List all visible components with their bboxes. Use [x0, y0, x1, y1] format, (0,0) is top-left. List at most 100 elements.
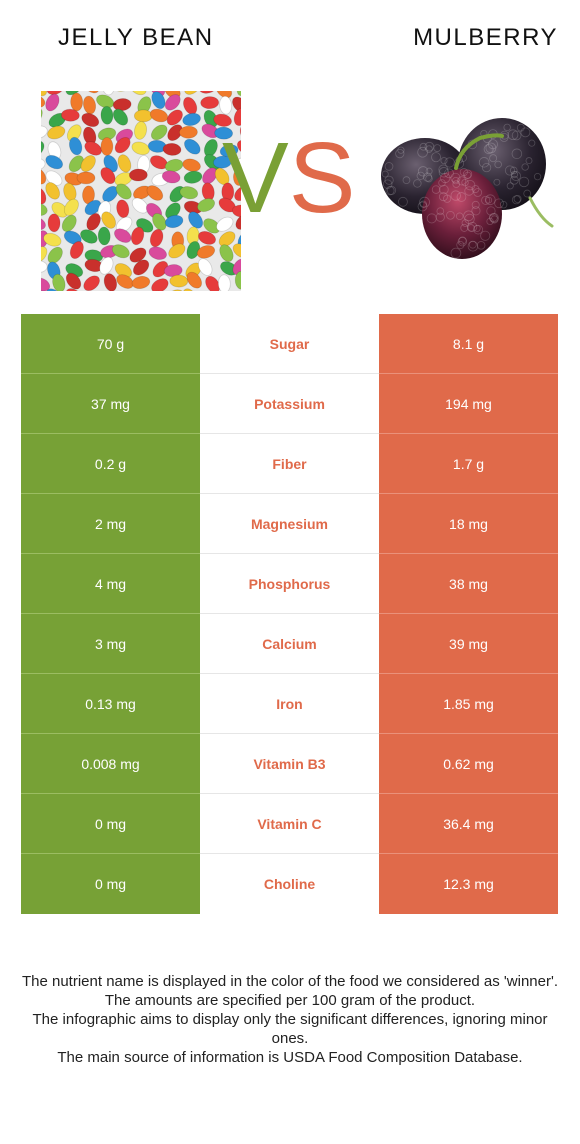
right-value: 1.7 g [379, 434, 558, 494]
mulberry-drupe [417, 146, 428, 158]
mulberry-drupe [484, 194, 496, 206]
mulberry-drupe [471, 206, 481, 216]
jelly-bean [112, 91, 131, 92]
jelly-bean [80, 229, 98, 244]
right-value: 1.85 mg [379, 674, 558, 734]
right-value: 18 mg [379, 494, 558, 554]
jelly-bean [52, 273, 66, 291]
mulberry-drupe [486, 206, 496, 216]
nutrient-name: Iron [200, 674, 379, 734]
jelly-bean [41, 202, 48, 216]
jelly-bean [45, 93, 60, 112]
mulberry-image [380, 108, 558, 268]
mulberry-drupe [417, 166, 429, 177]
mulberry-drupe [444, 168, 454, 179]
jelly-bean [216, 216, 234, 232]
jelly-bean [117, 154, 132, 173]
jelly-bean [233, 107, 241, 126]
mulberry-drupe [397, 146, 405, 154]
jelly-bean [218, 231, 236, 247]
jelly-bean [116, 274, 134, 289]
jelly-bean [200, 96, 220, 110]
jelly-bean [184, 138, 201, 155]
mulberry-drupe [426, 213, 437, 224]
jelly-bean [66, 124, 82, 142]
jelly-bean [47, 213, 61, 233]
jelly-bean [236, 91, 241, 97]
jelly-bean [235, 213, 241, 230]
jelly-bean [114, 228, 132, 243]
jelly-bean [115, 183, 132, 200]
jelly-bean [129, 247, 147, 263]
nutrient-name: Calcium [200, 614, 379, 674]
nutrient-row: 0 mg Choline 12.3 mg [21, 854, 558, 914]
jelly-bean [65, 91, 83, 96]
mulberry-drupe [511, 130, 522, 141]
jelly-bean [232, 243, 241, 259]
mulberry-drupe [450, 172, 461, 183]
mulberry-drupe [467, 240, 479, 252]
left-value: 0.008 mg [21, 734, 200, 794]
jelly-bean [197, 230, 217, 245]
mulberry-drupe [443, 194, 452, 203]
jelly-bean [132, 259, 150, 276]
jelly-bean [112, 108, 129, 126]
jelly-bean [134, 121, 148, 140]
jelly-bean [112, 98, 132, 112]
jelly-bean [146, 185, 164, 201]
jelly-bean [149, 228, 164, 248]
mulberry-drupe [457, 176, 467, 186]
mulberry-drupe [395, 149, 405, 159]
jelly-bean [41, 277, 51, 291]
mulberry-drupe [494, 160, 502, 169]
jelly-bean [100, 105, 114, 125]
mulberry-drupe [452, 180, 461, 188]
mulberry-drupe [458, 236, 467, 245]
jelly-bean [41, 107, 43, 125]
jelly-bean [41, 260, 48, 273]
mulberry-drupe [384, 175, 394, 185]
jelly-bean [167, 124, 183, 142]
jelly-bean [128, 168, 148, 182]
jelly-bean-image [41, 91, 241, 291]
mulberry-drupe [533, 172, 542, 181]
mulberry-drupe [473, 224, 484, 235]
mulberry-drupe [462, 169, 473, 179]
mulberry-drupe [425, 167, 433, 175]
mulberry-drupe [468, 240, 477, 249]
footnote-line: The amounts are specified per 100 gram o… [104, 992, 476, 1009]
jelly-bean [47, 125, 66, 140]
mulberry-drupe [419, 200, 427, 208]
mulberry-drupe [523, 189, 532, 198]
jelly-bean [162, 142, 182, 156]
mulberry-drupe [433, 144, 442, 152]
nutrient-row: 0.13 mg Iron 1.85 mg [21, 674, 558, 734]
nutrient-row: 37 mg Potassium 194 mg [21, 374, 558, 434]
mulberry-drupe [459, 168, 468, 177]
jelly-bean [129, 91, 147, 96]
jelly-bean [63, 230, 82, 245]
mulberry-drupe [450, 190, 461, 201]
jelly-bean [132, 290, 153, 291]
mulberry-drupe [521, 163, 529, 171]
right-value: 8.1 g [379, 314, 558, 374]
mulberry-drupe [509, 166, 518, 175]
nutrient-row: 2 mg Magnesium 18 mg [21, 494, 558, 554]
mulberry-drupe [525, 157, 533, 165]
mulberry-drupe [482, 162, 492, 173]
mulberry-drupe [513, 194, 522, 203]
mulberry-drupe [487, 139, 498, 150]
jelly-bean [179, 125, 198, 139]
jelly-bean [234, 270, 241, 290]
mulberry-drupe [471, 200, 480, 209]
jelly-bean [166, 289, 185, 291]
mulberry-drupe [481, 195, 491, 205]
mulberry-drupe [485, 142, 497, 154]
jelly-bean [213, 155, 232, 169]
left-value: 37 mg [21, 374, 200, 434]
jelly-bean [82, 95, 97, 115]
jelly-bean [69, 241, 84, 260]
mulberry-drupe [480, 230, 491, 241]
jelly-bean [100, 167, 116, 185]
